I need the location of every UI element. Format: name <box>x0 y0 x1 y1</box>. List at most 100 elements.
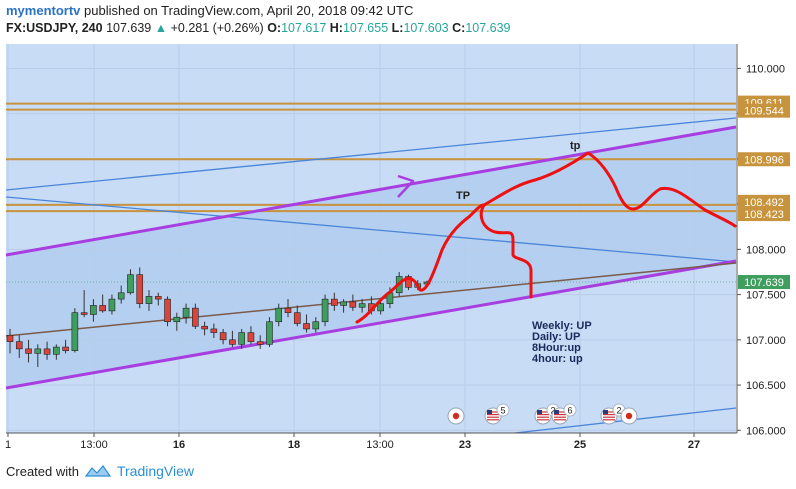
trend-summary-line: 8Hour:up <box>532 342 581 354</box>
purple-arrow-icon <box>397 174 415 198</box>
high-value: 107.655 <box>342 21 389 35</box>
price-tick-label: 108.000 <box>746 244 786 256</box>
candle-body <box>117 292 125 300</box>
candle-body <box>256 341 264 345</box>
candle-body <box>53 346 60 355</box>
price-tick-label: 107.500 <box>746 290 786 302</box>
level-price-label: 108.492 <box>744 197 784 209</box>
time-tick-label: 18 <box>288 439 300 451</box>
ohlc-legend: FX:USDJPY, 240 107.639 ▲ +0.281 (+0.26%)… <box>6 21 511 35</box>
channel-fill <box>6 127 736 388</box>
candle-body <box>238 332 245 345</box>
time-tick-label: 27 <box>688 439 700 451</box>
candle-body <box>127 274 134 294</box>
candle-body <box>266 321 273 345</box>
candle-body <box>25 348 32 354</box>
price-tick-label: 106.000 <box>746 425 786 437</box>
change-value: +0.281 (+0.26%) <box>170 21 264 35</box>
event-count-label: 2 <box>550 406 555 416</box>
candle-body <box>164 298 171 323</box>
high-label: H: <box>329 21 343 35</box>
candle-body <box>377 303 384 312</box>
candle-body <box>80 312 88 315</box>
event-count-label: 2 <box>616 406 621 416</box>
time-tick-label: 13:00 <box>366 439 394 451</box>
candle-body <box>247 332 255 342</box>
candle-body <box>71 312 79 351</box>
published-text: published on TradingView.com, April 20, … <box>84 3 414 18</box>
purple-channel-upper <box>5 125 737 257</box>
event-count-badge <box>563 403 577 417</box>
candle-body <box>293 312 301 324</box>
footer: Created with TradingView <box>6 463 194 479</box>
candle-body <box>154 296 162 300</box>
candle-body <box>108 298 116 312</box>
candle-body <box>34 348 42 354</box>
last-price-tag <box>738 275 790 290</box>
author-link[interactable]: mymentortv <box>6 3 81 18</box>
us-flag-canton <box>537 410 542 414</box>
up-arrow-icon: ▲ <box>154 21 168 35</box>
candle-body <box>6 334 14 342</box>
trend-summary-line: Weekly: UP <box>532 320 592 332</box>
symbol-label[interactable]: FX:USDJPY, 240 <box>6 21 103 35</box>
low-value: 107.603 <box>403 21 449 35</box>
time-tick-label: 23 <box>459 439 471 451</box>
trend-summary-line: Daily: UP <box>532 331 580 343</box>
candle-body <box>192 307 199 327</box>
us-flag-canton <box>554 410 559 414</box>
level-price-label: 108.996 <box>744 154 784 166</box>
event-count-label: 6 <box>567 406 572 416</box>
level-price-tag <box>738 207 790 222</box>
candle-body <box>340 301 347 306</box>
time-tick-label: 16 <box>173 439 185 451</box>
last-price: 107.639 <box>106 21 152 35</box>
time-tick-label: 13:00 <box>80 439 108 451</box>
blue-trendline-upper <box>5 117 737 191</box>
us-flag-canton <box>487 410 492 414</box>
event-count-label: 5 <box>500 406 505 416</box>
red-drawing-target <box>482 151 737 228</box>
candle-body <box>358 303 366 308</box>
jp-flag-dot <box>625 412 633 420</box>
candle-body <box>62 346 69 351</box>
candle-body <box>173 316 181 323</box>
price-tick-label: 106.500 <box>746 380 786 392</box>
candle-body <box>182 307 190 318</box>
trend-summary-line: 4hour: up <box>532 353 583 365</box>
candle-body <box>136 274 144 304</box>
candle-body <box>210 328 218 333</box>
candle-body <box>99 305 106 312</box>
close-label: C: <box>452 21 466 35</box>
jp-flag-dot <box>452 412 460 420</box>
candle-body <box>284 307 292 313</box>
candle-body <box>303 323 310 330</box>
candle-body <box>331 298 338 306</box>
purple-channel-lower <box>5 259 737 390</box>
candle-body <box>219 332 227 341</box>
price-tick-label: 110.000 <box>746 63 785 75</box>
candle-body <box>43 348 51 355</box>
level-price-label: 109.544 <box>744 106 784 118</box>
open-value: 107.617 <box>281 21 327 35</box>
blue-trendline-falling <box>5 196 737 263</box>
us-flag-canton <box>603 410 608 414</box>
close-value: 107.639 <box>465 21 511 35</box>
level-price-tag <box>738 103 790 118</box>
low-label: L: <box>391 21 404 35</box>
candle-body <box>312 321 320 330</box>
level-price-label: 108.423 <box>744 209 784 221</box>
tradingview-link[interactable]: TradingView <box>116 463 195 479</box>
candle-body <box>349 301 357 308</box>
open-label: O: <box>267 21 282 35</box>
red-drawing-main <box>355 203 486 324</box>
price-tick-label: 107.000 <box>746 335 786 347</box>
annotation-TP: TP <box>456 190 470 202</box>
time-tick-label: 1 <box>5 439 11 451</box>
candle-body <box>405 276 412 288</box>
tradingview-logo-icon <box>84 465 111 477</box>
annotation-tp: tp <box>570 140 581 152</box>
candle-body <box>15 341 23 350</box>
publish-info: mymentortv published on TradingView.com,… <box>6 3 413 18</box>
